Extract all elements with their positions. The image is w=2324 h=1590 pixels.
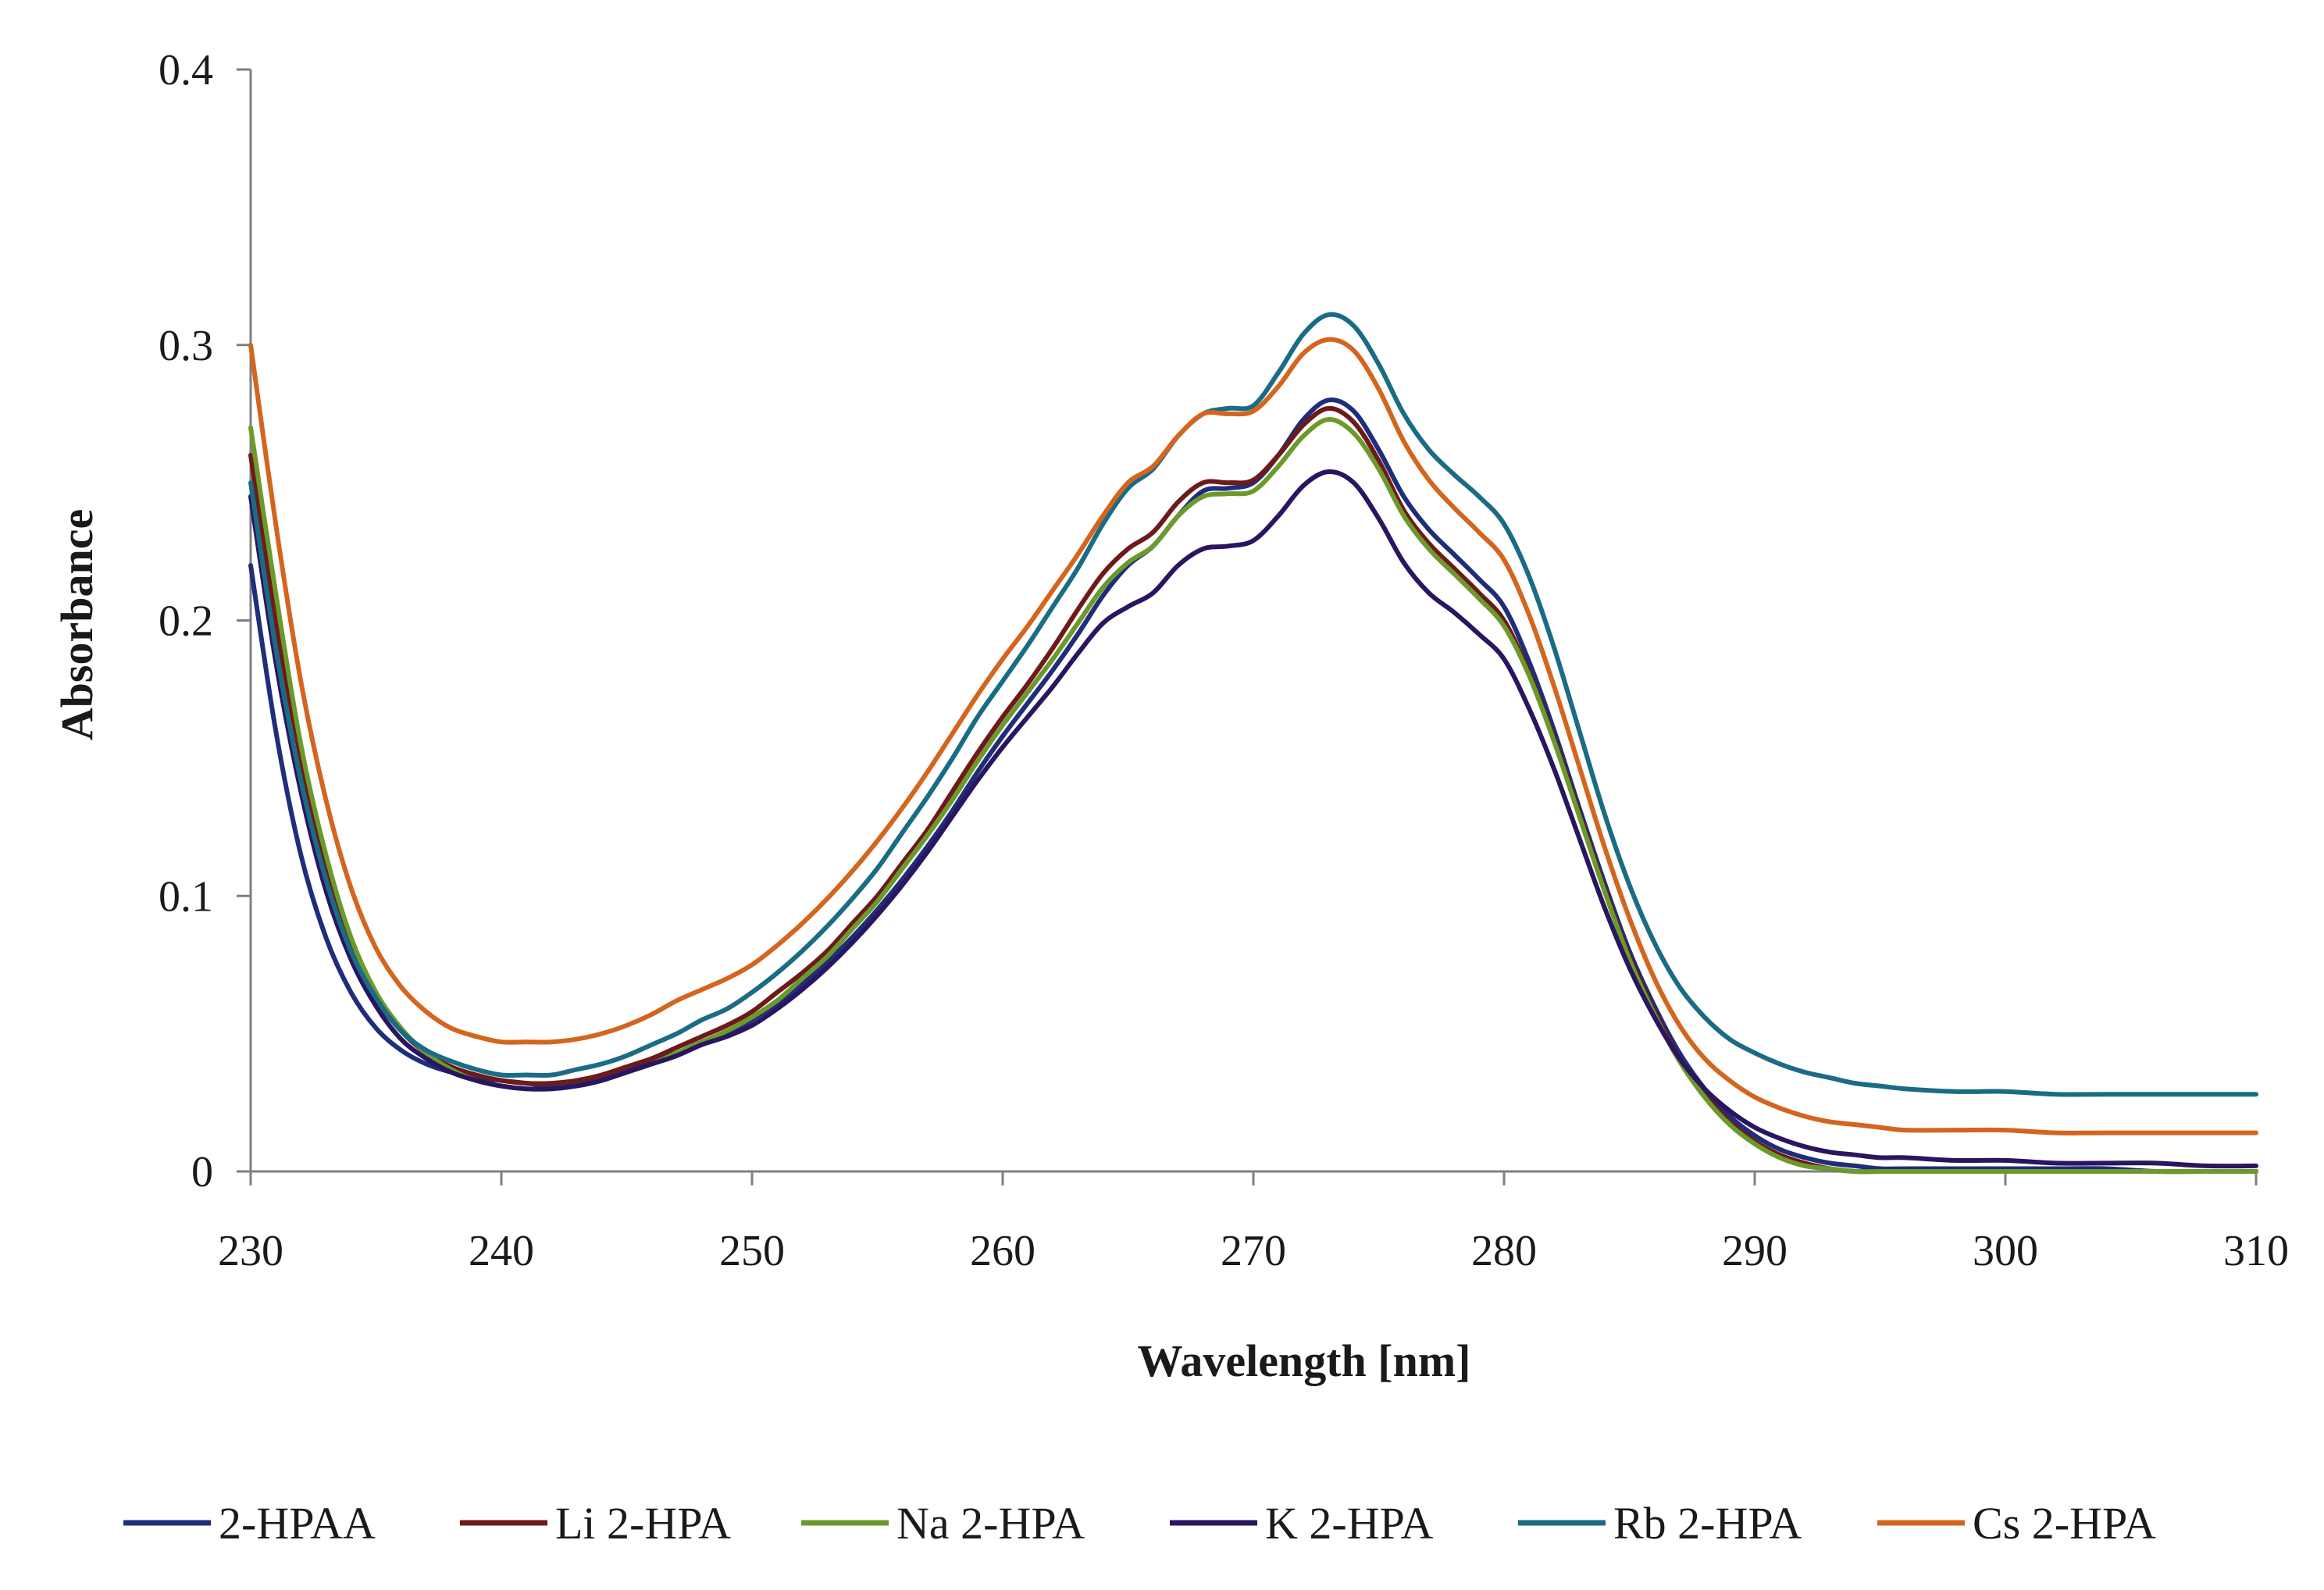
series-line-3	[248, 469, 2258, 1169]
x-tick-label: 270	[1221, 1227, 1286, 1275]
legend-label: 2-HPAA	[219, 1498, 376, 1549]
x-axis-title: Wavelength [nm]	[1138, 1335, 1471, 1386]
series-line-5	[248, 337, 2258, 1135]
series-line-1	[248, 405, 2258, 1175]
y-tick-label: 0.4	[159, 46, 213, 94]
legend-label: Rb 2-HPA	[1613, 1498, 1802, 1549]
x-tick-label: 230	[218, 1227, 283, 1275]
legend-label: Cs 2-HPA	[1973, 1498, 2156, 1549]
y-tick-label: 0.2	[159, 597, 213, 646]
legend-label: Li 2-HPA	[555, 1498, 731, 1549]
x-ticks: 230 240 250 260 270 280 290 300 310	[218, 1171, 2289, 1275]
legend: 2-HPAA Li 2-HPA Na 2-HPA K 2-HPA Rb 2-HPA Cs …	[123, 1498, 2156, 1549]
y-tick-label: 0.3	[159, 322, 213, 370]
x-tick-label: 310	[2223, 1227, 2289, 1275]
x-tick-label: 280	[1471, 1227, 1537, 1275]
x-tick-label: 240	[469, 1227, 534, 1275]
x-tick-label: 300	[1973, 1227, 2038, 1275]
y-ticks: 0 0.1 0.2 0.3 0.4	[159, 46, 251, 1196]
series-line-2	[248, 417, 2258, 1175]
x-tick-label: 260	[970, 1227, 1035, 1275]
axes	[249, 70, 2256, 1173]
y-axis-title: Absorbance	[52, 509, 102, 740]
series-lines	[248, 312, 2258, 1175]
series-line-4	[248, 312, 2258, 1097]
series-line-0	[248, 397, 2258, 1175]
x-tick-label: 250	[719, 1227, 785, 1275]
y-tick-label: 0	[191, 1148, 213, 1196]
y-tick-label: 0.1	[159, 872, 213, 921]
legend-label: K 2-HPA	[1265, 1498, 1434, 1549]
legend-label: Na 2-HPA	[896, 1498, 1085, 1549]
x-tick-label: 290	[1722, 1227, 1788, 1275]
